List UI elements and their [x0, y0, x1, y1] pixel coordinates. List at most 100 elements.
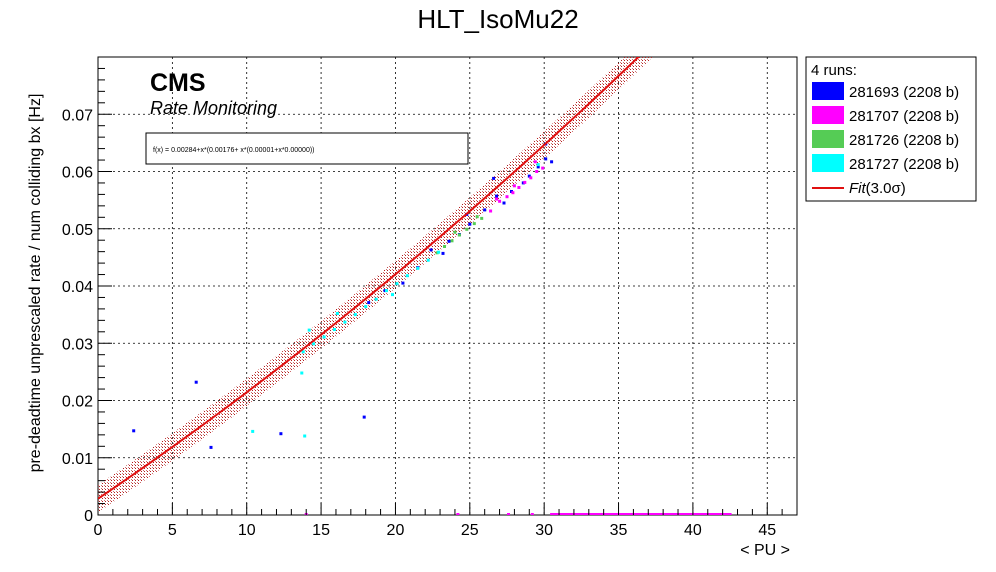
data-point [333, 328, 336, 331]
legend-fit-label: Fit(3.0σ) [849, 180, 906, 197]
data-point [312, 342, 316, 346]
data-point [367, 301, 371, 305]
legend-swatch [812, 130, 844, 148]
data-point [303, 434, 307, 438]
data-point [353, 313, 357, 317]
data-points [132, 142, 732, 515]
legend-entry-label: 281693 (2208 b) [849, 84, 959, 101]
data-point [416, 266, 420, 270]
x-tick-label: 30 [535, 522, 553, 539]
legend-swatch [812, 106, 844, 124]
x-tick-label: 45 [758, 522, 776, 539]
data-point [502, 201, 506, 205]
y-tick-label: 0.03 [62, 336, 93, 353]
data-point [405, 274, 409, 278]
legend-header: 4 runs: [811, 62, 857, 79]
data-point [385, 289, 388, 293]
data-point [536, 163, 540, 167]
cms-sublabel: Rate Monitoring [150, 98, 277, 118]
x-axis-point [530, 513, 534, 515]
data-point [536, 165, 540, 169]
fit-formula: f(x) = 0.00284+x*(0.00176+ x*(0.00001+x*… [153, 147, 315, 154]
data-point [401, 281, 405, 285]
data-point [544, 157, 548, 161]
data-point [475, 215, 479, 219]
fit-curve [98, 57, 640, 500]
x-tick-label: 20 [387, 522, 405, 539]
data-point [132, 429, 136, 433]
data-point [550, 160, 554, 164]
data-point [307, 328, 311, 332]
x-tick-label: 25 [461, 522, 479, 539]
x-tick-label: 0 [94, 522, 103, 539]
data-point [301, 350, 305, 354]
chart-title: HLT_IsoMu22 [417, 4, 578, 34]
data-point [429, 248, 433, 252]
data-point [391, 293, 394, 297]
y-tick-label: 0 [84, 508, 93, 525]
data-point [472, 222, 476, 226]
x-tick-label: 15 [312, 522, 330, 539]
legend-entry-label: 281707 (2208 b) [849, 108, 959, 125]
data-point [437, 250, 441, 254]
data-point [364, 305, 368, 309]
x-axis-point [507, 513, 510, 515]
y-tick-label: 0.07 [62, 107, 93, 124]
data-point [395, 282, 399, 286]
data-point [495, 194, 499, 198]
x-tick-label: 5 [168, 522, 177, 539]
y-tick-label: 0.02 [62, 394, 93, 411]
grid [98, 57, 797, 515]
legend-entry-label: 281727 (2208 b) [849, 156, 959, 173]
data-point [533, 160, 537, 164]
data-point [447, 239, 451, 243]
data-point [335, 312, 339, 315]
legend-fit-label-sigma: (3.0σ) [866, 180, 906, 197]
cms-label: CMS [150, 69, 206, 97]
data-point [465, 227, 469, 231]
legend-swatch [812, 82, 844, 100]
x-tick-label: 40 [684, 522, 702, 539]
plot-frame [97, 56, 798, 516]
x-tick-label: 10 [238, 522, 256, 539]
data-point [194, 380, 198, 384]
x-axis-point [456, 513, 460, 515]
y-tick-label: 0.04 [62, 279, 93, 296]
data-point [300, 371, 304, 375]
data-point [279, 432, 283, 436]
data-point [426, 258, 430, 262]
y-tick-label: 0.06 [62, 165, 93, 182]
axes: 0 5 10 15 20 25 30 35 40 45 0 0.01 0.02 0.03 0.04 0.05 0… [62, 67, 783, 539]
x-axis-label: < PU > [740, 542, 790, 559]
data-point [343, 320, 347, 324]
data-point [505, 195, 509, 199]
legend-items: 281693 (2208 b) 281707 (2208 b) 281726 (22… [812, 82, 959, 173]
data-point [512, 184, 516, 188]
x-axis-point-segment [550, 513, 732, 515]
legend-swatch [812, 154, 844, 172]
data-point [523, 180, 527, 184]
data-point [443, 245, 446, 248]
data-point [517, 186, 521, 189]
y-tick-label: 0.05 [62, 222, 93, 239]
data-point [362, 415, 366, 419]
data-point [495, 197, 499, 201]
legend: 4 runs: 281693 (2208 b) 281707 (2208 b) 28… [805, 56, 977, 202]
legend-box [805, 56, 977, 202]
y-tick-label: 0.01 [62, 451, 93, 468]
fit-line [98, 57, 640, 500]
data-point [511, 191, 515, 195]
data-point [529, 176, 533, 180]
data-point [535, 170, 539, 173]
data-point [209, 445, 213, 449]
x-tick-label: 35 [610, 522, 628, 539]
data-point [527, 174, 531, 178]
data-point [441, 251, 445, 255]
data-point [457, 233, 461, 237]
data-point [453, 230, 457, 234]
data-point [468, 222, 472, 226]
y-axis-label: pre-deadtime unprescaled rate / num coll… [27, 94, 44, 473]
data-point [480, 216, 484, 220]
data-point [251, 429, 255, 433]
